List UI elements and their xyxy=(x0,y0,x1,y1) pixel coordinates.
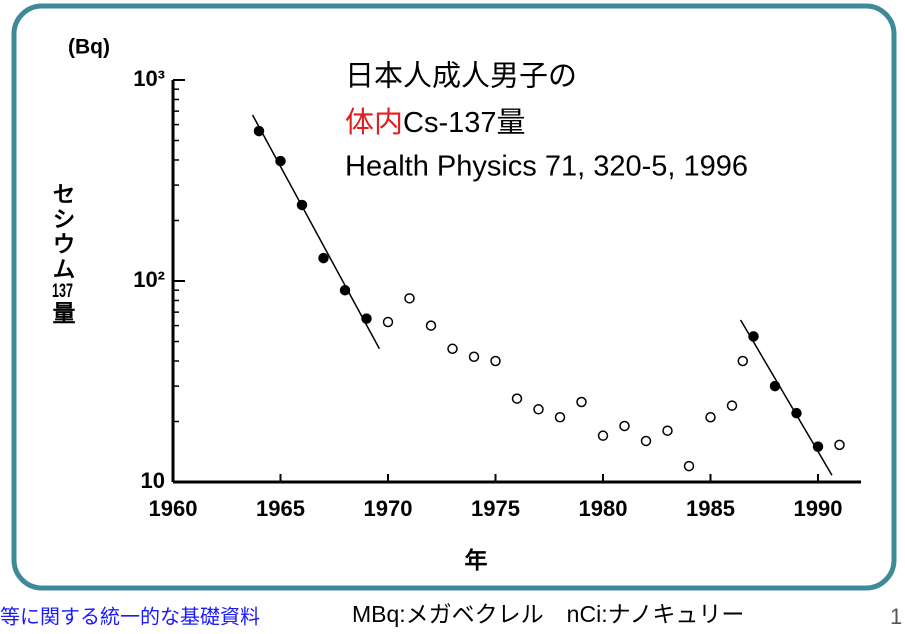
data-point xyxy=(662,425,673,436)
title-line3: Health Physics 71, 320-5, 1996 xyxy=(345,151,748,183)
data-point xyxy=(382,316,394,328)
data-point xyxy=(748,331,759,342)
title-rest: Cs-137量 xyxy=(403,107,526,139)
data-point xyxy=(834,439,845,451)
y-tick-label: 10 xyxy=(141,468,165,493)
x-axis-label: 年 xyxy=(465,547,488,573)
data-point xyxy=(425,320,437,331)
x-tick-label: 1975 xyxy=(471,496,520,521)
data-point xyxy=(619,420,630,432)
data-point xyxy=(791,407,802,419)
data-point xyxy=(468,351,480,362)
x-tick-label: 1980 xyxy=(579,496,628,521)
data-point xyxy=(253,125,265,137)
data-point xyxy=(339,284,351,296)
data-point xyxy=(597,430,609,441)
y-axis-label: セシウム137量 xyxy=(49,182,75,326)
x-tick-label: 1965 xyxy=(256,496,305,521)
page-number: 1 xyxy=(890,604,902,629)
unit-label: (Bq) xyxy=(68,36,110,59)
title-highlight: 体内 xyxy=(345,106,403,139)
footer-source: 等に関する統一的な基礎資料 xyxy=(0,605,260,628)
data-point xyxy=(533,404,544,415)
data-point xyxy=(640,435,652,447)
title-line2: 体内Cs-137量 xyxy=(345,106,526,139)
data-point xyxy=(318,252,329,264)
y-tick-label: 10³ xyxy=(133,66,165,91)
footer-units: MBq:メガベクレル nCi:ナノキュリー xyxy=(352,601,744,627)
y-tick-label: 10² xyxy=(133,267,165,292)
trend-line xyxy=(251,114,381,350)
data-point xyxy=(296,199,308,211)
x-tick-label: 1990 xyxy=(794,496,843,521)
data-point xyxy=(812,441,824,452)
data-point xyxy=(404,293,415,304)
data-point xyxy=(361,313,372,324)
data-point xyxy=(511,393,523,404)
data-point xyxy=(705,411,716,423)
data-point xyxy=(576,396,587,408)
title-line1: 日本人成人男子の xyxy=(345,60,577,93)
x-tick-label: 1960 xyxy=(149,496,198,521)
data-point xyxy=(683,460,695,472)
data-point xyxy=(769,380,781,392)
data-point xyxy=(490,355,501,367)
data-point xyxy=(447,343,458,355)
data-point xyxy=(726,400,738,411)
x-tick-label: 1970 xyxy=(364,496,413,521)
data-point xyxy=(737,355,748,367)
data-point xyxy=(275,155,286,167)
frame xyxy=(11,3,897,591)
x-tick-label: 1985 xyxy=(686,496,735,521)
data-point xyxy=(554,411,566,423)
